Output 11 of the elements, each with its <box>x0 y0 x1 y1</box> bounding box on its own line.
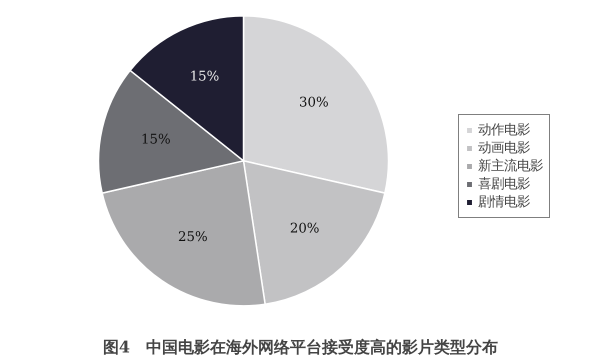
legend-label: 动画电影 <box>478 140 530 156</box>
legend-label: 剧情电影 <box>478 194 530 210</box>
legend-label: 喜剧电影 <box>478 176 530 192</box>
data-label: 15% <box>141 132 171 148</box>
text: 图4 中国电影在海外网络平台接受度高的影片类型分布 <box>102 338 498 356</box>
legend-label: 新主流电影 <box>478 158 543 174</box>
data-label: 20% <box>290 221 320 236</box>
legend-label: 动作电影 <box>478 122 530 138</box>
data-label: 30% <box>298 95 329 110</box>
data-label: 25% <box>178 230 208 246</box>
data-label: 15% <box>190 70 220 85</box>
